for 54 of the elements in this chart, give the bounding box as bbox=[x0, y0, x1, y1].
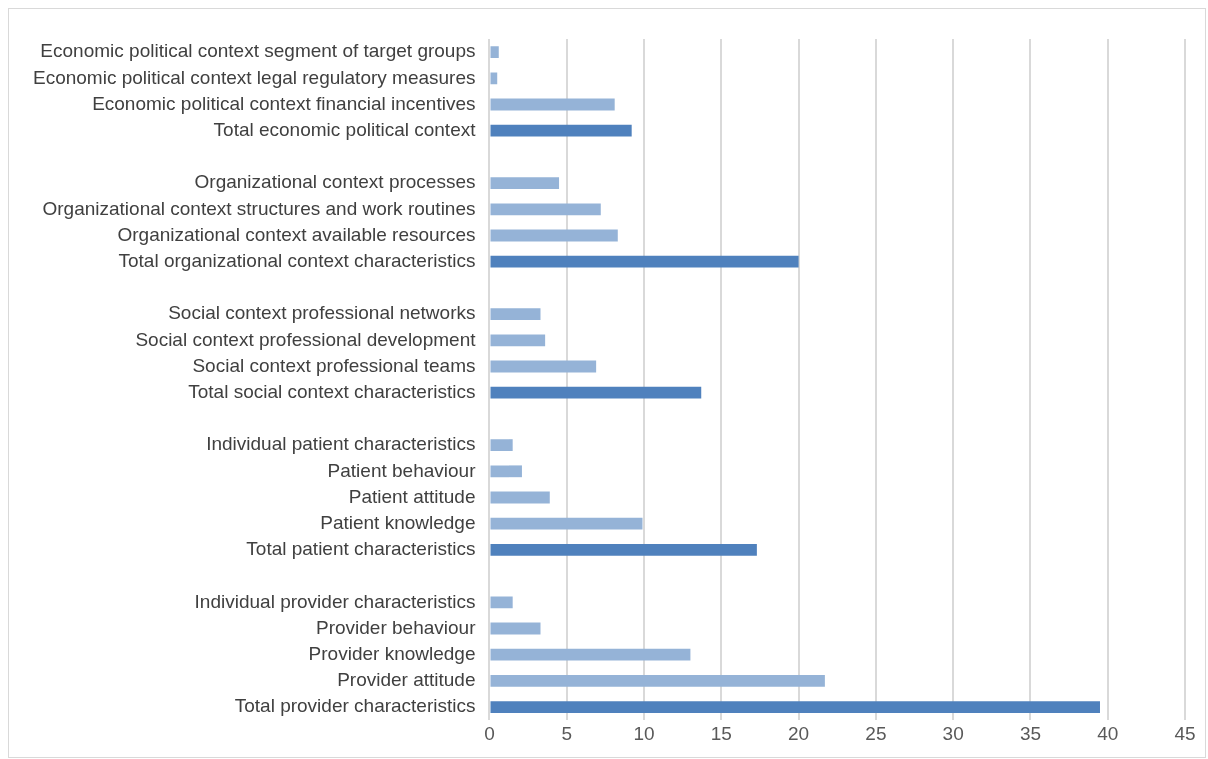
x-tick-label: 15 bbox=[710, 722, 732, 744]
x-tick-label: 35 bbox=[1019, 722, 1042, 744]
bar bbox=[490, 439, 513, 451]
bar bbox=[490, 98, 615, 111]
bar bbox=[490, 177, 560, 189]
y-tick-label: Individual provider characteristics bbox=[194, 590, 476, 612]
y-tick-label: Economic political context financial incentives bbox=[92, 92, 476, 114]
bar bbox=[490, 229, 618, 242]
y-tick-label: Social context professional teams bbox=[192, 354, 476, 376]
y-tick-label: Organizational context structures and work routines bbox=[42, 197, 476, 219]
bar bbox=[490, 701, 1100, 713]
x-tick-label: 5 bbox=[561, 722, 573, 744]
y-tick-label: Provider behaviour bbox=[316, 616, 477, 638]
x-tick-label: 45 bbox=[1174, 722, 1196, 744]
y-tick-label: Total organizational context characteristics bbox=[118, 249, 476, 271]
y-tick-label: Total provider characteristics bbox=[234, 695, 476, 717]
y-tick-label: Provider knowledge bbox=[308, 642, 476, 664]
bar bbox=[490, 596, 513, 609]
y-tick-label: Total economic political context bbox=[213, 118, 477, 140]
bar bbox=[490, 491, 550, 504]
bar bbox=[490, 72, 498, 85]
bar bbox=[490, 648, 691, 661]
bar bbox=[490, 517, 643, 530]
bar bbox=[490, 203, 601, 216]
x-tick-label: 10 bbox=[633, 722, 655, 744]
y-tick-label: Total social context characteristics bbox=[188, 380, 476, 402]
bar bbox=[490, 465, 522, 478]
y-tick-label: Patient behaviour bbox=[327, 459, 477, 481]
y-tick-label: Organizational context processes bbox=[194, 171, 476, 193]
bar bbox=[490, 386, 702, 399]
bar bbox=[490, 46, 499, 58]
y-tick-label: Economic political context segment of target groups bbox=[40, 40, 476, 62]
bar bbox=[490, 360, 597, 373]
x-tick-label: 20 bbox=[788, 722, 810, 744]
y-tick-label: Social context professional development bbox=[135, 328, 477, 350]
x-tick-label: 0 bbox=[484, 722, 495, 744]
bar bbox=[490, 124, 632, 137]
bar bbox=[490, 255, 799, 268]
y-tick-label: Provider attitude bbox=[337, 669, 476, 691]
y-tick-label: Individual patient characteristics bbox=[206, 433, 476, 455]
bar bbox=[490, 308, 541, 320]
bar bbox=[490, 544, 757, 556]
x-tick-label: 30 bbox=[942, 722, 964, 744]
x-tick-label: 25 bbox=[865, 722, 887, 744]
bar bbox=[490, 334, 546, 347]
y-tick-label: Organizational context available resources bbox=[117, 223, 476, 245]
x-tick-label: 40 bbox=[1097, 722, 1119, 744]
y-tick-label: Total patient characteristics bbox=[246, 538, 476, 560]
bar bbox=[490, 675, 825, 687]
y-tick-label: Patient attitude bbox=[348, 485, 476, 507]
bar bbox=[490, 622, 541, 635]
y-tick-label: Economic political context legal regulatory measures bbox=[32, 66, 476, 88]
y-tick-label: Social context professional networks bbox=[168, 302, 476, 324]
y-tick-label: Patient knowledge bbox=[320, 511, 476, 533]
